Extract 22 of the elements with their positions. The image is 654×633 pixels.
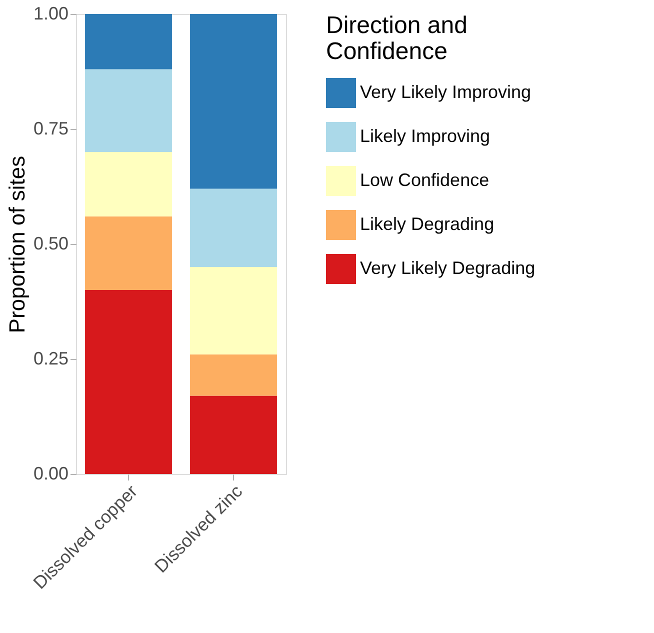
legend-label: Very Likely Degrading: [360, 258, 536, 278]
legend-title: Direction and Confidence: [326, 12, 468, 65]
y-axis-title: Proportion of sites: [4, 156, 30, 334]
bar: [190, 267, 277, 354]
bar: [85, 216, 172, 290]
bar: [85, 152, 172, 216]
y-tick-label: 0.25: [33, 348, 68, 368]
bar: [190, 14, 277, 189]
bar: [85, 14, 172, 70]
bar: [190, 396, 277, 474]
y-tick-label: 0.00: [33, 464, 68, 484]
bar: [190, 354, 277, 396]
legend-label: Likely Improving: [360, 126, 490, 146]
legend-label: Low Confidence: [360, 170, 490, 190]
y-tick-label: 1.00: [33, 4, 68, 24]
y-tick-label: 0.75: [33, 118, 68, 138]
legend-label: Likely Degrading: [360, 214, 494, 234]
y-tick-label: 0.50: [33, 234, 68, 254]
bar: [85, 69, 172, 152]
legend-label: Very Likely Improving: [360, 82, 532, 102]
bar: [190, 188, 277, 267]
bar: [85, 290, 172, 474]
